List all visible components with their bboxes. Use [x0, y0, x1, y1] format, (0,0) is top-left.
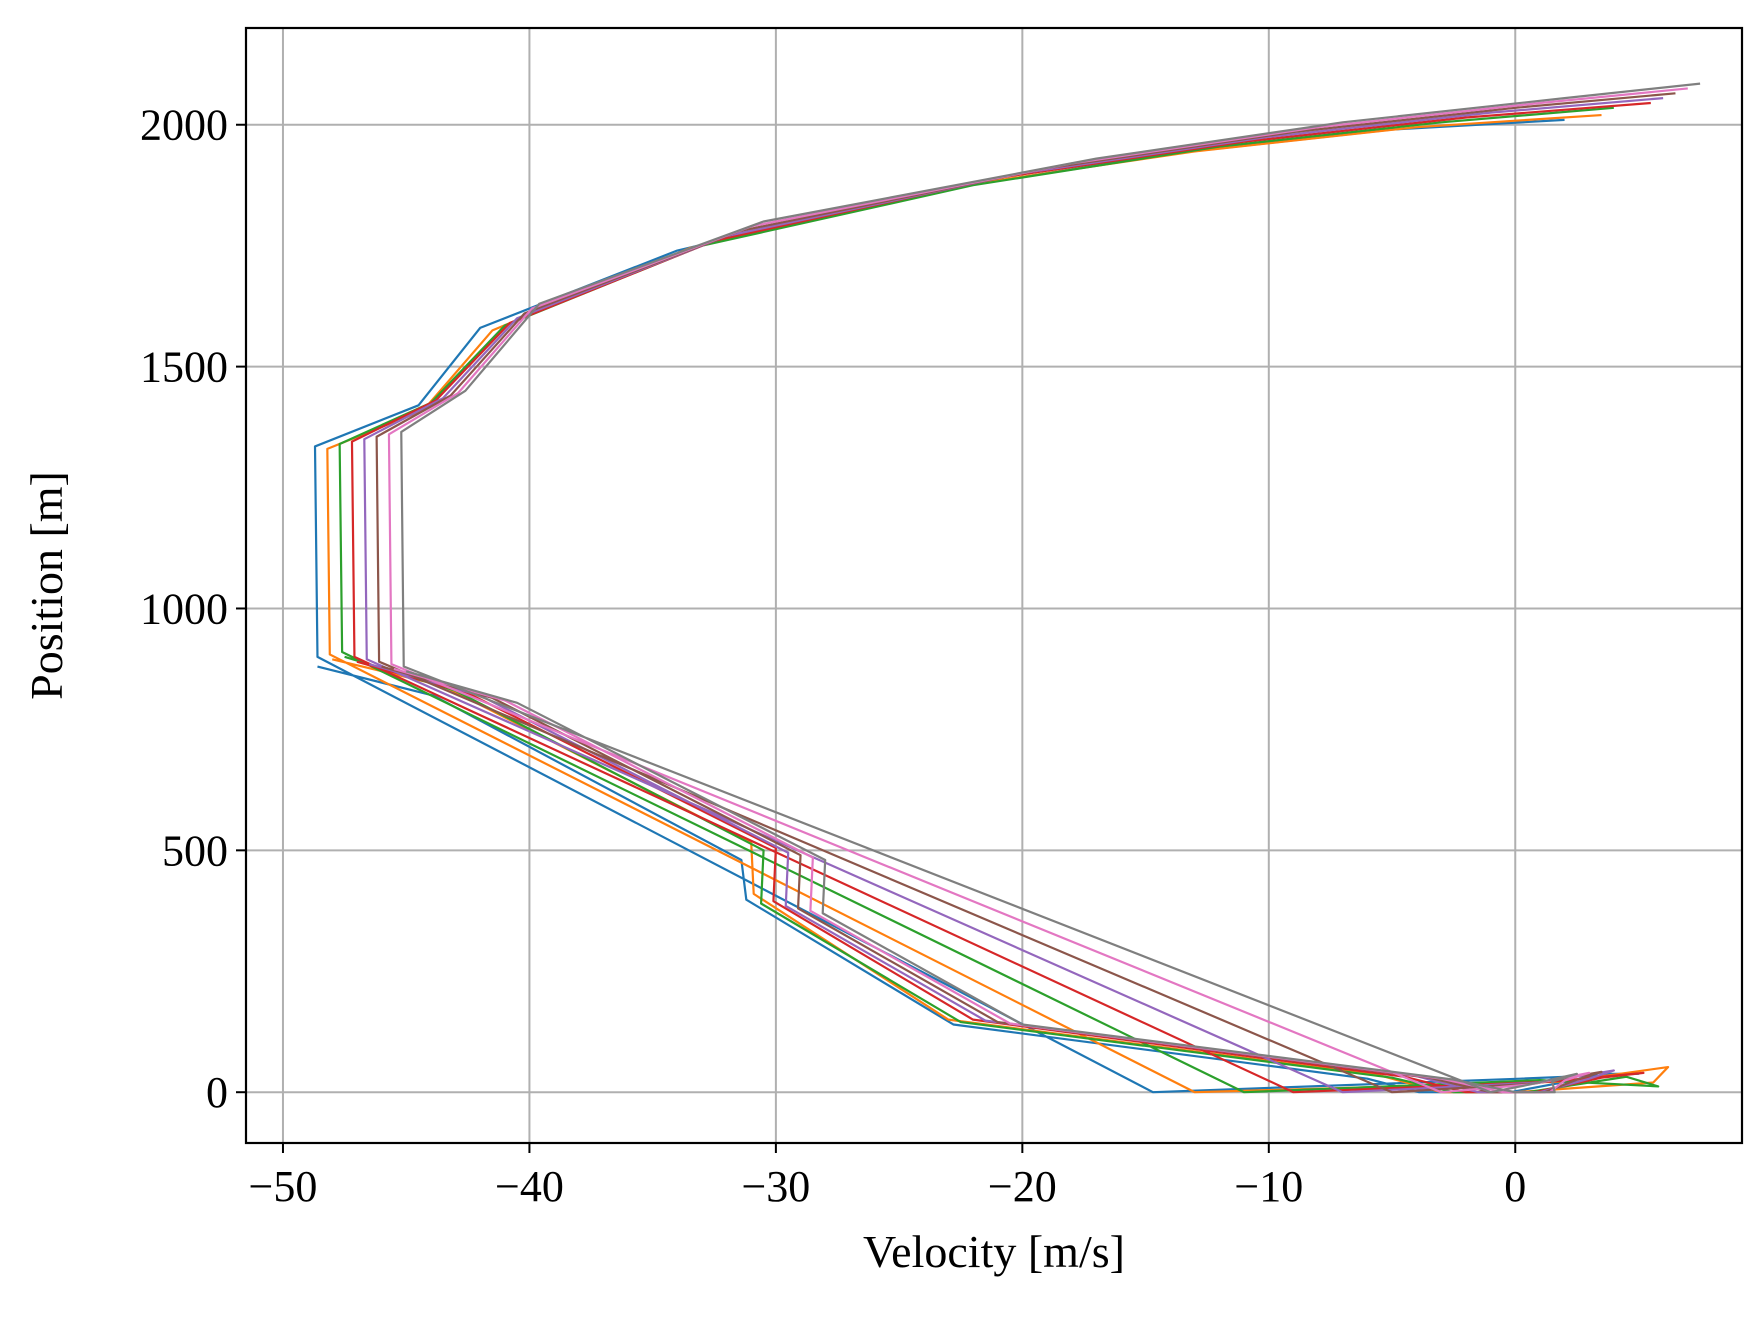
trajectory-line [338, 106, 1660, 1094]
y-tick-label: 0 [206, 1068, 228, 1117]
y-tick-label: 1000 [140, 584, 228, 633]
y-tick-label: 1500 [140, 343, 228, 392]
x-tick-label: −50 [249, 1162, 318, 1211]
trajectory-lines [313, 82, 1701, 1094]
trajectory-line [400, 82, 1701, 1094]
x-tick-label: −40 [495, 1162, 564, 1211]
plot-frame [244, 26, 1744, 1145]
y-axis-ticks: 0 500 1000 1500 2000 [140, 101, 246, 1117]
x-tick-label: −10 [1234, 1162, 1303, 1211]
x-axis-ticks: −50 −40 −30 −20 −10 0 [249, 1143, 1526, 1211]
x-tick-label: −30 [741, 1162, 810, 1211]
y-tick-label: 2000 [140, 101, 228, 150]
y-axis-label: Position [m] [21, 471, 72, 700]
y-tick-label: 500 [162, 826, 228, 875]
x-tick-label: 0 [1504, 1162, 1526, 1211]
x-tick-label: −20 [988, 1162, 1057, 1211]
x-axis-label: Velocity [m/s] [863, 1226, 1125, 1277]
